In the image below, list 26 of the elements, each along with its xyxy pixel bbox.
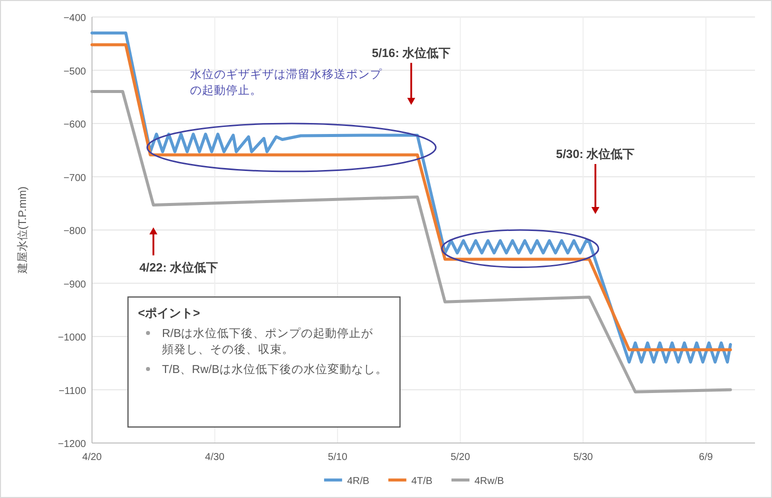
annotation: 5/30: 水位低下 [556, 147, 635, 162]
x-tick-label: 5/20 [450, 452, 470, 463]
y-tick-label: −400 [63, 13, 86, 24]
annotation: 4/22: 水位低下 [139, 260, 218, 274]
x-tick-label: 5/30 [573, 452, 594, 463]
y-axis-title: 建屋水位(T.P.mm) [16, 186, 29, 275]
y-tick-label: −700 [63, 172, 86, 184]
y-tick-label: −1000 [58, 332, 86, 344]
x-tick-label: 5/10 [328, 452, 348, 463]
y-tick-label: −1200 [58, 439, 86, 450]
legend-label: 4Rw/B [474, 476, 504, 487]
annotation: T/B、Rw/Bは水位低下後の水位変動なし。 [162, 362, 388, 376]
y-tick-label: −500 [63, 66, 86, 78]
y-tick-label: −800 [63, 226, 86, 237]
y-tick-label: −900 [63, 279, 86, 290]
y-tick-label: −1100 [58, 386, 86, 397]
x-tick-label: 6/9 [698, 452, 714, 463]
x-tick-label: 4/20 [82, 452, 102, 463]
annotation: 水位のギザギザは滞留水移送ポンプの起動停止。 [190, 67, 383, 97]
annotation: R/Bは水位低下後、ポンプの起動停止が頻発し、その後、収束。 [162, 326, 374, 356]
legend-label: 4R/B [347, 476, 370, 487]
y-tick-label: −600 [63, 120, 86, 130]
annotation: <ポイント> [138, 306, 200, 320]
annotation: 5/16: 水位低下 [372, 46, 451, 60]
legend-label: 4T/B [411, 476, 433, 487]
x-tick-label: 4/30 [205, 452, 225, 463]
